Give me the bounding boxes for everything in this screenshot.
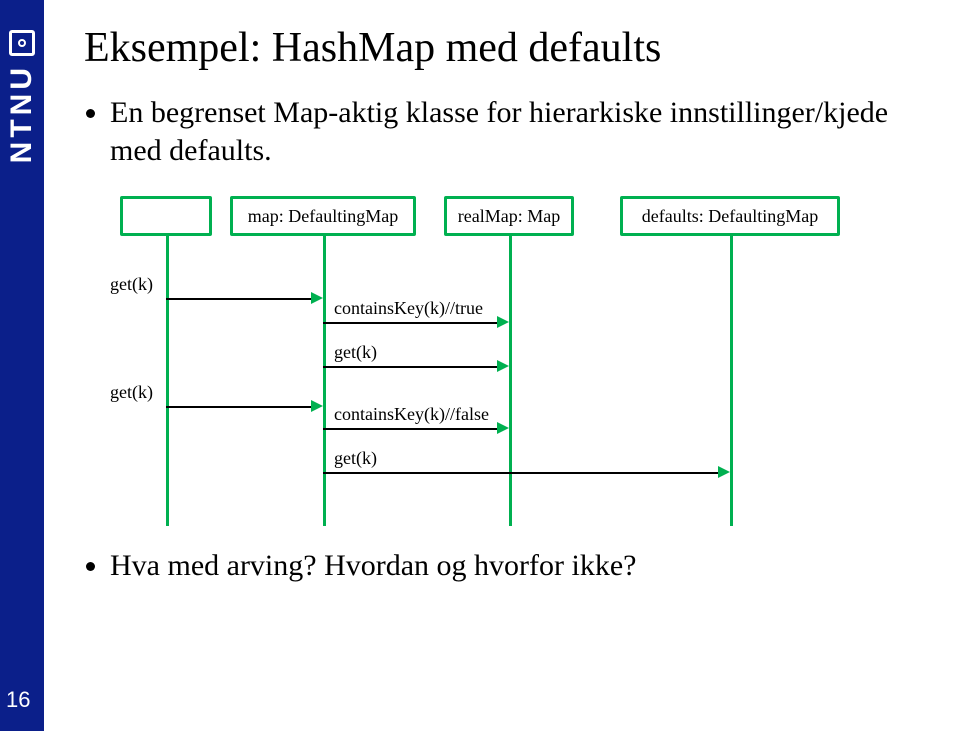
lifeline-defaults <box>730 236 733 526</box>
message-label: containsKey(k)//false <box>334 404 489 425</box>
message-arrow: get(k) <box>84 462 928 482</box>
message-arrow: containsKey(k)//false <box>84 418 928 438</box>
ntnu-label: NTNU <box>5 64 39 163</box>
arrow-line <box>323 428 499 430</box>
message-label: get(k) <box>334 448 377 469</box>
lifeline-box-caller <box>120 196 212 236</box>
arrow-head-icon <box>497 316 509 328</box>
arrow-head-icon <box>497 422 509 434</box>
arrow-line <box>166 298 313 300</box>
ntnu-logo-icon <box>9 30 35 56</box>
page-number: 16 <box>6 687 30 713</box>
arrow-line <box>166 406 313 408</box>
bullet-list-top: En begrenset Map-aktig klasse for hierar… <box>84 94 935 169</box>
lifeline-caller <box>166 236 169 526</box>
lifeline-box-realMap: realMap: Map <box>444 196 574 236</box>
lifeline-box-defaults: defaults: DefaultingMap <box>620 196 840 236</box>
arrow-head-icon <box>497 360 509 372</box>
ntnu-sidebar: NTNU 16 <box>0 0 44 731</box>
message-arrow: containsKey(k)//true <box>84 312 928 332</box>
arrow-line <box>323 472 720 474</box>
lifeline-map <box>323 236 326 526</box>
bullet-item: En begrenset Map-aktig klasse for hierar… <box>110 94 935 169</box>
sequence-diagram: map: DefaultingMap realMap: Map defaults: … <box>84 196 928 556</box>
slide-title: Eksempel: HashMap med defaults <box>84 24 935 72</box>
lifeline-realMap <box>509 236 512 526</box>
ntnu-logo: NTNU <box>5 30 39 163</box>
message-label: get(k) <box>110 382 153 403</box>
message-label: get(k) <box>334 342 377 363</box>
message-arrow: get(k) <box>84 396 928 416</box>
arrow-line <box>323 322 499 324</box>
arrow-head-icon <box>311 292 323 304</box>
message-label: get(k) <box>110 274 153 295</box>
arrow-head-icon <box>718 466 730 478</box>
lifeline-box-map: map: DefaultingMap <box>230 196 416 236</box>
message-label: containsKey(k)//true <box>334 298 483 319</box>
message-arrow: get(k) <box>84 288 928 308</box>
arrow-head-icon <box>311 400 323 412</box>
message-arrow: get(k) <box>84 356 928 376</box>
arrow-line <box>323 366 499 368</box>
